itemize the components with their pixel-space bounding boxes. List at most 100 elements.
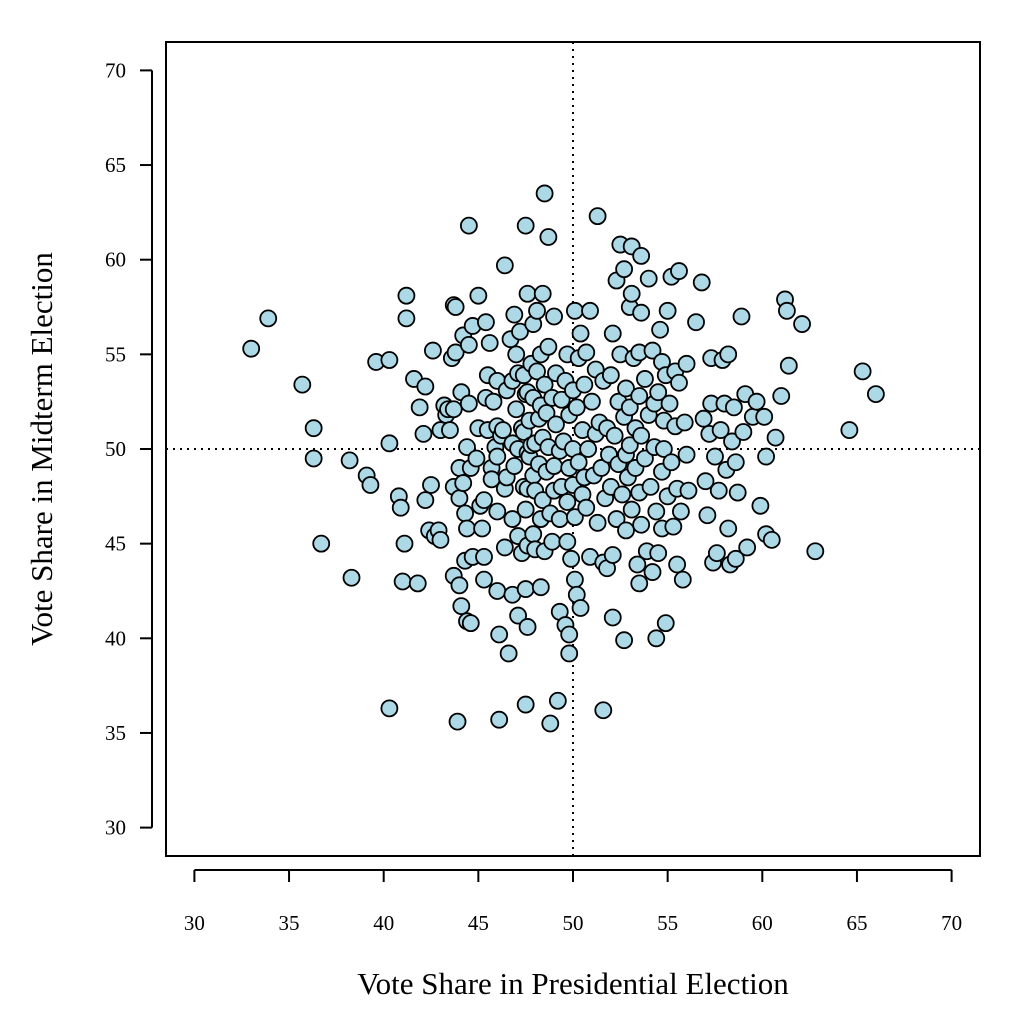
data-point bbox=[562, 549, 581, 568]
data-point bbox=[793, 315, 811, 333]
data-point bbox=[397, 309, 416, 328]
data-point bbox=[424, 341, 442, 360]
data-point bbox=[537, 404, 556, 422]
data-point bbox=[518, 618, 537, 636]
data-point bbox=[461, 614, 480, 633]
data-point bbox=[651, 320, 669, 339]
data-point bbox=[516, 580, 535, 598]
x-tick-label: 55 bbox=[657, 911, 678, 935]
data-point bbox=[458, 438, 476, 457]
data-point bbox=[422, 476, 440, 494]
data-point bbox=[490, 710, 509, 729]
data-point bbox=[450, 576, 469, 595]
data-point bbox=[539, 337, 558, 356]
x-tick-label: 70 bbox=[941, 911, 962, 935]
data-point bbox=[516, 695, 535, 714]
data-point bbox=[694, 409, 713, 428]
data-point bbox=[866, 385, 885, 404]
y-tick-label: 70 bbox=[105, 58, 126, 82]
data-point bbox=[452, 597, 471, 616]
data-point bbox=[649, 544, 668, 563]
data-point bbox=[632, 247, 651, 265]
data-point bbox=[293, 375, 312, 394]
data-point bbox=[511, 322, 529, 341]
y-tick-label: 55 bbox=[105, 342, 126, 366]
data-point bbox=[649, 383, 668, 402]
data-point bbox=[475, 491, 493, 510]
data-point bbox=[603, 546, 622, 564]
data-point bbox=[672, 502, 690, 521]
data-point bbox=[719, 519, 738, 538]
data-point bbox=[840, 421, 859, 439]
data-point bbox=[459, 394, 478, 413]
data-point bbox=[548, 691, 567, 710]
y-axis: 30 35 40 45 50 55 60 65 70 bbox=[105, 58, 153, 840]
data-point bbox=[632, 515, 651, 534]
data-point bbox=[615, 631, 634, 650]
data-point bbox=[647, 629, 666, 648]
data-point bbox=[620, 398, 639, 417]
y-tick-label: 40 bbox=[105, 626, 126, 650]
data-point bbox=[543, 532, 562, 551]
data-point bbox=[505, 305, 524, 324]
plot-frame bbox=[165, 41, 981, 857]
data-point bbox=[533, 284, 552, 303]
data-point bbox=[380, 699, 399, 718]
data-point bbox=[581, 301, 599, 320]
data-point bbox=[560, 644, 579, 663]
data-point bbox=[755, 407, 774, 426]
data-point bbox=[503, 510, 522, 528]
data-point bbox=[636, 370, 654, 388]
data-point bbox=[312, 534, 331, 553]
data-point bbox=[416, 491, 435, 510]
y-tick-label: 60 bbox=[105, 248, 126, 272]
data-point bbox=[687, 313, 705, 332]
data-point bbox=[853, 362, 872, 381]
data-point bbox=[656, 614, 675, 633]
data-point bbox=[533, 491, 552, 510]
data-point bbox=[577, 498, 596, 517]
y-tick-label: 45 bbox=[105, 532, 126, 556]
data-point bbox=[391, 498, 410, 517]
data-point bbox=[738, 538, 757, 557]
data-point bbox=[475, 570, 493, 589]
data-point bbox=[594, 701, 613, 720]
data-point bbox=[524, 525, 543, 544]
data-point bbox=[613, 485, 632, 504]
data-point bbox=[664, 517, 683, 536]
data-point bbox=[632, 303, 651, 322]
data-point bbox=[558, 532, 577, 551]
data-point bbox=[505, 457, 524, 475]
data-point bbox=[560, 625, 579, 644]
data-point bbox=[558, 493, 577, 511]
data-point bbox=[728, 483, 747, 502]
data-point bbox=[630, 574, 649, 593]
data-point bbox=[706, 447, 724, 466]
data-point bbox=[259, 309, 278, 328]
data-point bbox=[450, 489, 469, 508]
data-point bbox=[475, 548, 493, 566]
data-point bbox=[516, 216, 535, 235]
data-point bbox=[726, 453, 745, 472]
data-point bbox=[444, 400, 463, 419]
data-point bbox=[592, 459, 611, 477]
data-point bbox=[414, 424, 433, 443]
data-point bbox=[692, 273, 711, 292]
x-tick-label: 30 bbox=[184, 911, 205, 935]
data-point bbox=[495, 256, 514, 275]
data-point bbox=[575, 375, 594, 394]
data-point bbox=[528, 362, 546, 381]
data-point bbox=[397, 286, 416, 305]
data-point bbox=[446, 343, 465, 362]
data-point bbox=[725, 398, 743, 417]
data-point bbox=[545, 457, 563, 475]
data-point bbox=[577, 343, 596, 362]
data-point bbox=[632, 426, 651, 445]
data-point bbox=[535, 184, 554, 203]
data-point bbox=[751, 496, 770, 515]
data-point bbox=[588, 207, 607, 226]
data-point bbox=[747, 392, 766, 411]
data-point bbox=[673, 570, 692, 589]
data-point bbox=[719, 345, 738, 364]
